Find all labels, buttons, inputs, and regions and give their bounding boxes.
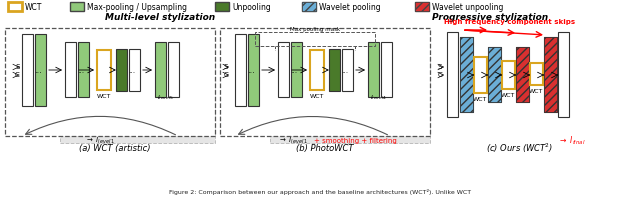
Text: $I_{level5}$: $I_{level5}$ xyxy=(157,93,173,102)
Bar xyxy=(65,42,76,97)
Bar xyxy=(255,32,375,46)
Bar xyxy=(516,47,529,102)
Bar xyxy=(220,28,430,136)
Text: ...: ... xyxy=(34,66,42,74)
Bar xyxy=(60,128,215,143)
Text: WCT: WCT xyxy=(473,96,487,102)
Bar xyxy=(70,2,84,11)
Text: Progressive stylization: Progressive stylization xyxy=(432,12,548,22)
Bar xyxy=(415,2,429,11)
Bar xyxy=(270,128,430,143)
Bar xyxy=(116,49,127,91)
Text: ...: ... xyxy=(247,66,255,74)
Text: Max-pooling / Upsampling: Max-pooling / Upsampling xyxy=(87,3,187,11)
Bar xyxy=(474,57,487,93)
Text: WCT: WCT xyxy=(529,89,543,93)
Text: Unpooling: Unpooling xyxy=(232,3,271,11)
Bar xyxy=(60,48,215,136)
Bar xyxy=(302,2,316,11)
Bar xyxy=(310,50,324,90)
Text: (c) Ours (WCT$^2$): (c) Ours (WCT$^2$) xyxy=(486,141,554,155)
Bar xyxy=(558,32,569,117)
Bar xyxy=(22,34,33,106)
Bar xyxy=(235,34,246,106)
Text: Figure 2: Comparison between our approach and the baseline architectures (WCT²).: Figure 2: Comparison between our approac… xyxy=(169,189,471,195)
Bar xyxy=(544,37,557,112)
Bar xyxy=(278,42,289,97)
Bar xyxy=(5,28,215,136)
Bar xyxy=(291,42,302,97)
Text: ...: ... xyxy=(291,66,298,74)
Bar xyxy=(35,34,46,106)
Bar xyxy=(447,32,458,117)
Text: $\rightarrow$ $I_{final}$: $\rightarrow$ $I_{final}$ xyxy=(558,135,586,147)
Text: $\rightarrow$ $I_{level\,1}$: $\rightarrow$ $I_{level\,1}$ xyxy=(85,136,115,146)
Bar xyxy=(342,49,353,91)
Text: Multi-level stylization: Multi-level stylization xyxy=(105,12,215,22)
Bar xyxy=(329,49,340,91)
Bar xyxy=(155,42,166,97)
Text: WCT: WCT xyxy=(501,92,515,97)
Text: WCT: WCT xyxy=(97,93,111,98)
Text: ...: ... xyxy=(341,66,349,74)
Text: S: S xyxy=(224,64,228,70)
Bar xyxy=(8,2,22,11)
Bar xyxy=(168,42,179,97)
Text: WCT: WCT xyxy=(310,93,324,98)
Text: Wavelet pooling: Wavelet pooling xyxy=(319,3,381,11)
Text: $I_{level4}$: $I_{level4}$ xyxy=(370,93,387,102)
Text: + smoothing + filtering: + smoothing + filtering xyxy=(314,138,397,144)
Bar xyxy=(248,34,259,106)
Bar xyxy=(302,2,316,11)
Bar xyxy=(97,50,111,90)
Bar xyxy=(78,42,89,97)
Text: WCT: WCT xyxy=(25,3,42,11)
Text: (b) PhotoWCT: (b) PhotoWCT xyxy=(296,144,354,152)
Text: S: S xyxy=(15,64,19,70)
Bar xyxy=(381,42,392,97)
Bar xyxy=(460,37,473,112)
Text: Max pooling mask: Max pooling mask xyxy=(290,27,340,31)
Text: $\rightarrow$ $I_{level\,1}$: $\rightarrow$ $I_{level\,1}$ xyxy=(278,136,308,146)
Text: High frequency component skips: High frequency component skips xyxy=(444,19,575,25)
Bar xyxy=(530,63,543,85)
Bar xyxy=(270,48,430,136)
Text: ...: ... xyxy=(129,66,136,74)
Text: C: C xyxy=(224,72,228,78)
Bar xyxy=(215,2,229,11)
Bar xyxy=(502,61,515,89)
Text: Wavelet unpooling: Wavelet unpooling xyxy=(432,3,504,11)
Bar xyxy=(460,37,473,112)
Bar xyxy=(129,49,140,91)
Bar xyxy=(544,37,557,112)
Bar xyxy=(488,47,501,102)
Bar xyxy=(415,2,429,11)
Bar xyxy=(516,47,529,102)
Text: (a) WCT (artistic): (a) WCT (artistic) xyxy=(79,144,151,152)
Text: ...: ... xyxy=(77,66,84,74)
Text: C: C xyxy=(15,72,20,78)
Text: S: S xyxy=(438,64,442,70)
Bar xyxy=(368,42,379,97)
Text: C: C xyxy=(438,72,443,78)
Bar xyxy=(488,47,501,102)
